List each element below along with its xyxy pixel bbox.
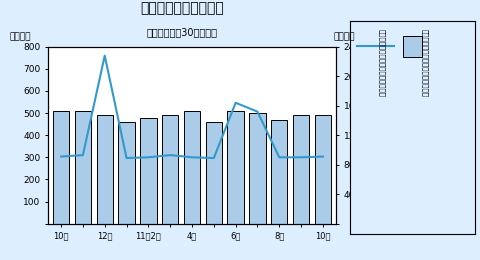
Text: （千円）: （千円） [10,32,31,42]
Bar [205,122,222,224]
Bar [75,111,91,224]
Text: 常用労働者１人当たり総実労働時間: 常用労働者１人当たり総実労働時間 [421,29,428,98]
Bar [119,122,135,224]
Bar [140,118,156,224]
Bar [162,115,179,224]
Bar [96,115,113,224]
Text: （事業所規樨30人以上）: （事業所規樨30人以上） [147,27,218,37]
Text: 常用労働者１人当たり現金給与総額: 常用労働者１人当たり現金給与総額 [379,29,385,98]
Bar [271,120,288,224]
Bar [293,115,309,224]
Bar [249,113,265,224]
Text: （時間）: （時間） [334,32,355,42]
Bar [228,111,244,224]
Bar [184,111,200,224]
Text: 賃金と労働時間の推移: 賃金と労働時間の推移 [141,1,224,15]
FancyBboxPatch shape [403,36,421,57]
Bar [53,111,69,224]
Bar [315,115,331,224]
